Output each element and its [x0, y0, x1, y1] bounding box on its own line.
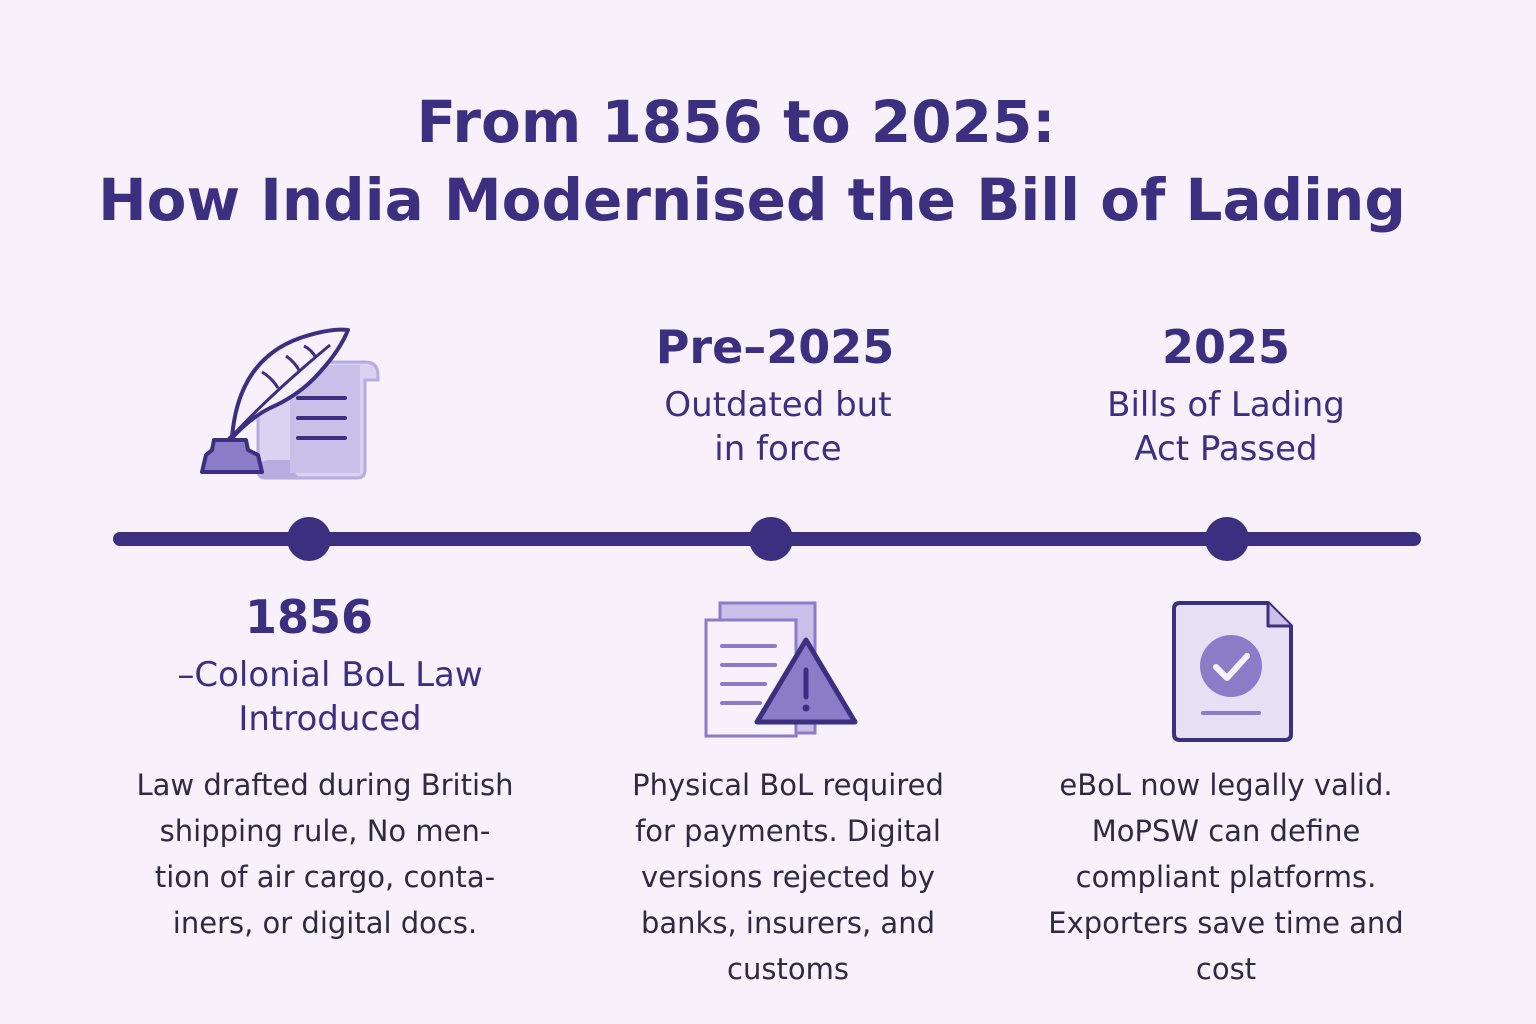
description-line: cost	[1195, 952, 1257, 986]
description-line: Law drafted during British	[136, 768, 514, 802]
description-line: eBoL now legally valid.	[1059, 768, 1393, 802]
description-line: versions rejected by	[641, 860, 935, 894]
description-line: for payments. Digital	[635, 814, 941, 848]
milestone-year: Pre–2025	[655, 320, 895, 374]
timeline-dot-2025	[1205, 517, 1249, 561]
description-line: compliant platforms.	[1075, 860, 1377, 894]
description-line: banks, insurers, and	[641, 906, 935, 940]
milestone-subtitle: Introduced	[238, 698, 422, 739]
description-line: shipping rule, No men-	[159, 814, 491, 848]
description-line: tion of air cargo, conta-	[154, 860, 496, 894]
milestone-description-2025: eBoL now legally valid. MoPSW can define…	[1006, 762, 1446, 992]
timeline-dot-1856	[287, 517, 331, 561]
title-line-1: From 1856 to 2025:	[416, 88, 1056, 156]
milestone-1856: 1856 –Colonial BoL Law Introduced	[140, 592, 520, 741]
quill-scroll-icon	[200, 327, 380, 480]
document-check-icon	[1172, 601, 1293, 742]
document-warning-icon	[704, 601, 858, 738]
milestone-2025: 2025 Bills of Lading Act Passed	[1026, 322, 1426, 471]
timeline-dot-pre-2025	[749, 517, 793, 561]
description-line: customs	[727, 952, 849, 986]
description-line: Exporters save time and	[1048, 906, 1404, 940]
description-line: iners, or digital docs.	[172, 906, 478, 940]
title-line-2: How India Modernised the Bill of Lading	[98, 166, 1406, 234]
milestone-subtitle: Bills of Lading	[1107, 384, 1345, 425]
milestone-subtitle: Outdated but	[664, 384, 892, 425]
milestone-pre-2025: Pre–2025 Outdated but in force	[578, 322, 978, 471]
description-line: MoPSW can define	[1091, 814, 1361, 848]
milestone-subtitle: Act Passed	[1134, 428, 1318, 469]
milestone-subtitle: –Colonial BoL Law	[177, 654, 483, 695]
milestone-year: 2025	[1161, 320, 1291, 374]
description-line: Physical BoL required	[632, 768, 944, 802]
milestone-year: 1856	[244, 590, 374, 644]
milestone-subtitle: in force	[714, 428, 842, 469]
milestone-description-1856: Law drafted during British shipping rule…	[110, 762, 540, 946]
milestone-description-pre-2025: Physical BoL required for payments. Digi…	[568, 762, 1008, 992]
